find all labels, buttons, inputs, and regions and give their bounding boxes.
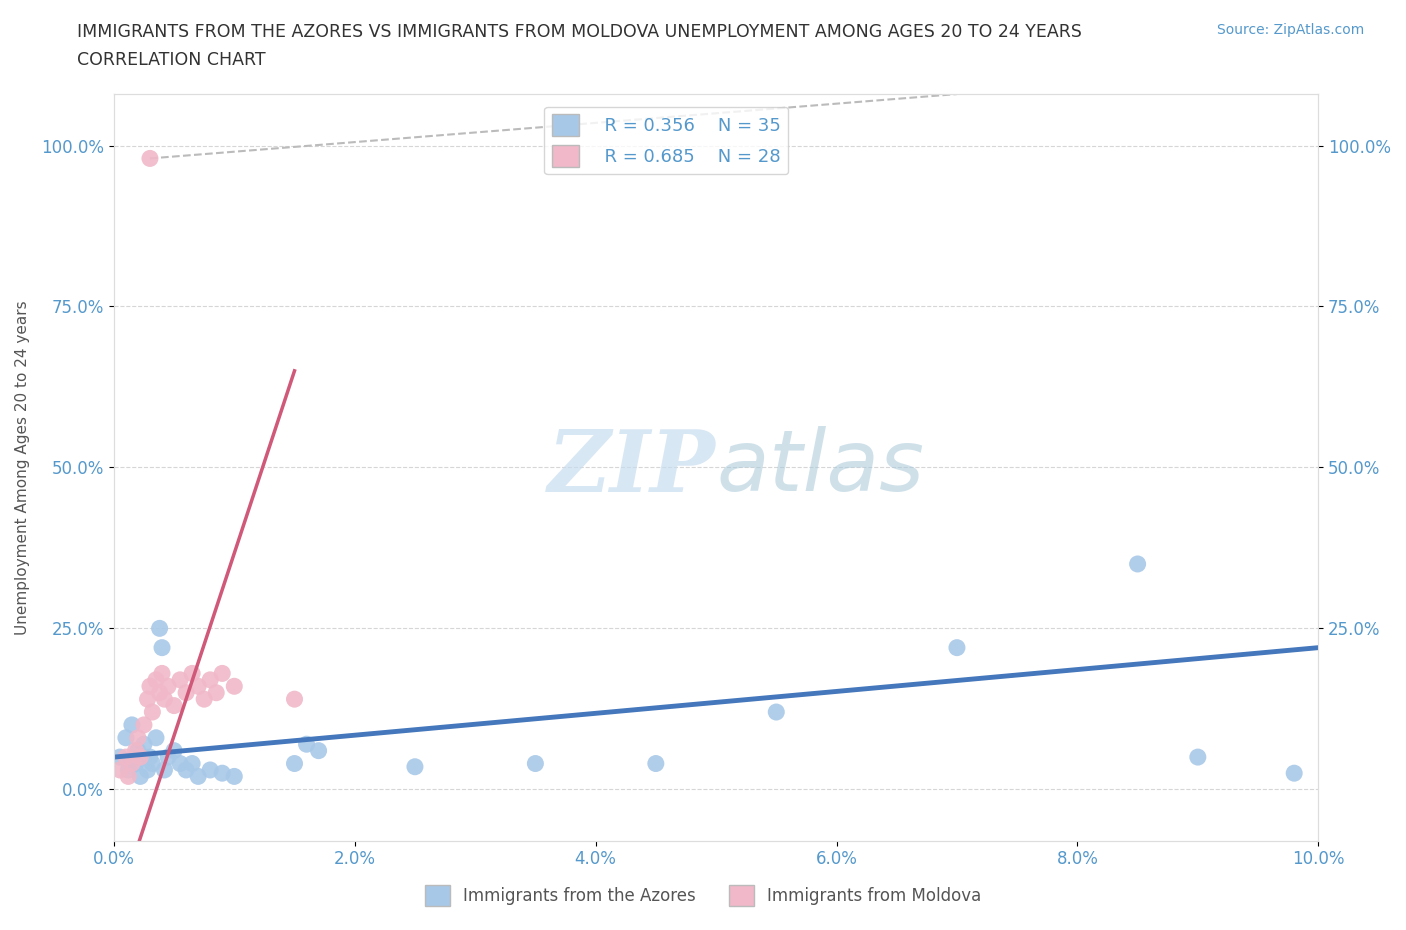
Point (132, 717, 155, 732)
Point (129, 750, 152, 764)
Point (163, 743, 186, 758)
Point (187, 769, 209, 784)
Point (124, 743, 146, 758)
Point (145, 730, 167, 745)
Y-axis label: Unemployment Among Ages 20 to 24 years: Unemployment Among Ages 20 to 24 years (15, 300, 30, 635)
Point (136, 763, 159, 777)
Point (283, 692, 305, 707)
Point (117, 763, 139, 777)
Point (211, 765, 233, 780)
Text: ZIP: ZIP (548, 426, 716, 509)
Point (169, 672, 191, 687)
Point (145, 672, 167, 687)
Point (308, 743, 330, 758)
Point (139, 750, 162, 764)
Point (139, 679, 162, 694)
Point (141, 756, 163, 771)
Point (157, 679, 180, 694)
Point (224, 769, 246, 784)
Point (115, 750, 138, 764)
Point (157, 750, 180, 764)
Point (139, 151, 162, 166)
Legend:   R = 0.356    N = 35,   R = 0.685    N = 28: R = 0.356 N = 35, R = 0.685 N = 28 (544, 107, 789, 174)
Point (1126, 556, 1149, 571)
Point (121, 717, 143, 732)
Point (115, 730, 138, 745)
Text: Source: ZipAtlas.com: Source: ZipAtlas.com (1216, 23, 1364, 37)
Point (181, 756, 204, 771)
Point (153, 692, 176, 707)
Point (174, 763, 197, 777)
Point (198, 763, 221, 777)
Text: IMMIGRANTS FROM THE AZORES VS IMMIGRANTS FROM MOLDOVA UNEMPLOYMENT AMONG AGES 20: IMMIGRANTS FROM THE AZORES VS IMMIGRANTS… (77, 23, 1083, 41)
Point (121, 756, 143, 771)
Point (127, 743, 149, 758)
Point (174, 685, 197, 700)
Point (295, 737, 318, 751)
Legend: Immigrants from the Azores, Immigrants from Moldova: Immigrants from the Azores, Immigrants f… (418, 879, 988, 912)
Point (193, 692, 215, 707)
Point (187, 679, 209, 694)
Point (150, 666, 173, 681)
Text: CORRELATION CHART: CORRELATION CHART (77, 51, 266, 69)
Text: atlas: atlas (716, 426, 924, 509)
Point (946, 640, 969, 655)
Point (181, 666, 204, 681)
Point (136, 692, 159, 707)
Point (1187, 750, 1209, 764)
Point (129, 769, 152, 784)
Point (150, 640, 173, 655)
Point (211, 666, 233, 681)
Point (524, 756, 547, 771)
Point (124, 756, 146, 771)
Point (108, 763, 131, 777)
Point (149, 621, 172, 636)
Point (141, 705, 163, 720)
Point (149, 685, 172, 700)
Point (283, 756, 305, 771)
Point (1282, 765, 1305, 780)
Point (169, 756, 191, 771)
Point (132, 737, 155, 751)
Point (404, 759, 426, 774)
Point (198, 672, 221, 687)
Point (117, 769, 139, 784)
Point (153, 763, 176, 777)
Point (163, 698, 186, 713)
Point (205, 685, 228, 700)
Point (224, 679, 246, 694)
Point (765, 705, 787, 720)
Point (108, 750, 131, 764)
Point (644, 756, 666, 771)
Point (127, 730, 149, 745)
